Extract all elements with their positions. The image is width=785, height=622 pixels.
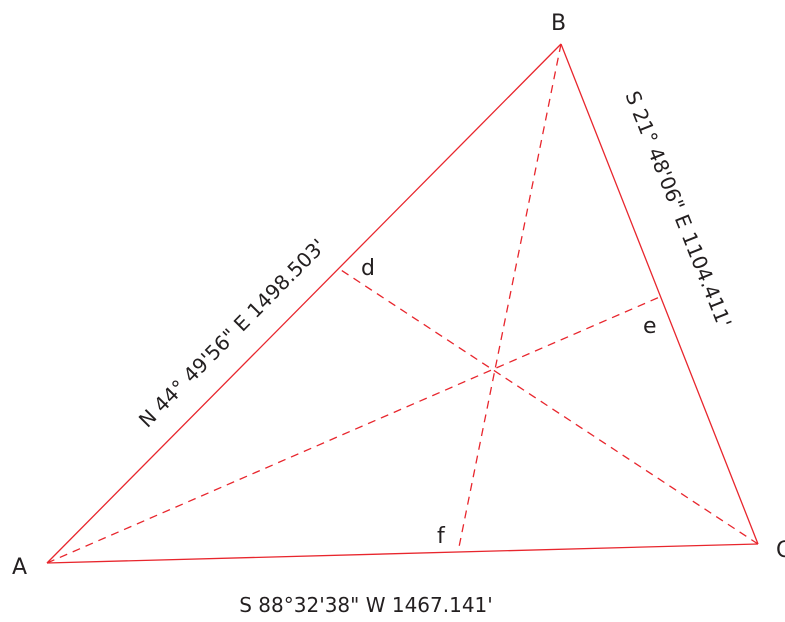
median-b-to-f (457, 43, 562, 553)
vertex-c-label: C (776, 538, 785, 563)
vertex-b-label: B (551, 11, 566, 36)
side-bc-bearing-label: S 21° 48'06" E 1104.411' (620, 88, 736, 332)
side-ab-bearing-label: N 44° 49'56" E 1498.503' (134, 234, 330, 432)
side-ca-bearing-label: S 88°32'38" W 1467.141' (239, 593, 493, 617)
side-bc (560, 43, 759, 545)
vertex-a-label: A (12, 555, 27, 580)
midpoint-e-label: e (643, 314, 657, 339)
midpoint-d-label: d (361, 256, 375, 281)
side-ca (46, 543, 759, 564)
side-ab (46, 43, 562, 564)
midpoint-f-label: f (437, 524, 446, 549)
median-a-to-e (46, 295, 663, 564)
median-c-to-d (340, 269, 759, 545)
